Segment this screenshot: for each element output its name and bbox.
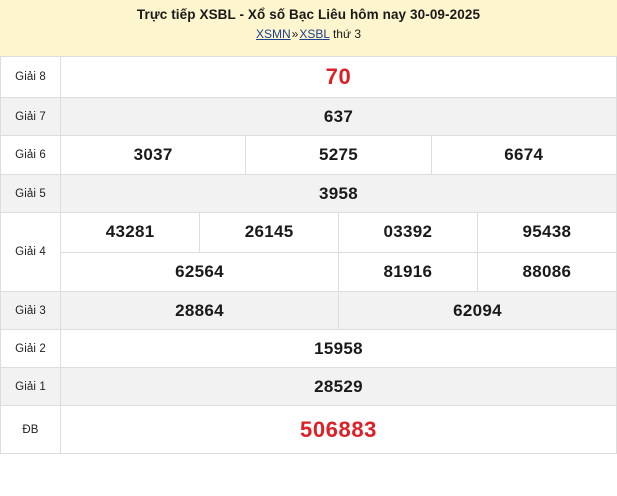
table-row-prize-6: Giải 6 3037 5275 6674 — [0, 135, 617, 175]
prize-value-4-6: 88086 — [476, 251, 616, 291]
prize-value-4-3: 95438 — [476, 213, 616, 253]
prize-4-subrow-1: 43281 26145 03392 95438 — [61, 213, 616, 253]
lottery-results-table: Giải 8 70 Giải 7 637 Giải 6 3037 5275 66… — [0, 56, 617, 454]
prize-value-2-0: 15958 — [60, 329, 617, 368]
prize-label-8: Giải 8 — [0, 56, 61, 98]
table-row-prize-1: Giải 1 28529 — [0, 367, 617, 406]
prize-value-4-2: 03392 — [338, 213, 478, 253]
breadcrumb-separator: » — [291, 27, 299, 41]
prize-label-4: Giải 4 — [0, 212, 61, 292]
prize-value-4-1: 26145 — [199, 213, 339, 253]
table-row-prize-3: Giải 3 28864 62094 — [0, 291, 617, 330]
prize-value-4-0: 43281 — [61, 213, 201, 253]
prize-value-6-1: 5275 — [245, 135, 432, 175]
prize-value-special-0: 506883 — [60, 405, 617, 454]
prize-value-7-0: 637 — [60, 97, 617, 136]
prize-label-1: Giải 1 — [0, 367, 61, 406]
prize-value-3-1: 62094 — [337, 291, 617, 330]
prize-4-subrow-2: 62564 81916 88086 — [61, 251, 616, 291]
table-row-prize-5: Giải 5 3958 — [0, 174, 617, 213]
prize-value-3-0: 28864 — [60, 291, 339, 330]
prize-value-8-0: 70 — [60, 56, 617, 98]
prize-value-5-0: 3958 — [60, 174, 617, 213]
breadcrumb-link-region[interactable]: XSMN — [255, 27, 291, 41]
breadcrumb: XSMN»XSBL thứ 3 — [0, 26, 617, 43]
table-row-prize-4: Giải 4 43281 26145 03392 95438 62564 819… — [0, 212, 617, 292]
prize-value-6-0: 3037 — [59, 135, 247, 175]
table-row-prize-8: Giải 8 70 — [0, 56, 617, 98]
prize-4-subtable: 43281 26145 03392 95438 62564 81916 8808… — [61, 213, 616, 291]
table-row-prize-special: ĐB 506883 — [0, 405, 617, 454]
prize-label-3: Giải 3 — [0, 291, 61, 330]
page-title: Trực tiếp XSBL - Xổ số Bạc Liêu hôm nay … — [136, 7, 481, 22]
prize-4-grid: 43281 26145 03392 95438 62564 81916 8808… — [60, 212, 617, 292]
prize-label-7: Giải 7 — [0, 97, 61, 136]
table-row-prize-7: Giải 7 637 — [0, 97, 617, 136]
prize-value-1-0: 28529 — [60, 367, 617, 406]
prize-value-4-5: 81916 — [338, 251, 478, 291]
breadcrumb-link-province[interactable]: XSBL — [299, 27, 330, 41]
prize-label-5: Giải 5 — [0, 174, 61, 213]
prize-label-2: Giải 2 — [0, 329, 61, 368]
page-header: Trực tiếp XSBL - Xổ số Bạc Liêu hôm nay … — [0, 0, 617, 56]
prize-value-6-2: 6674 — [430, 135, 617, 175]
table-row-prize-2: Giải 2 15958 — [0, 329, 617, 368]
breadcrumb-weekday: thứ 3 — [332, 27, 361, 41]
prize-value-4-4: 62564 — [61, 251, 339, 291]
prize-label-special: ĐB — [0, 405, 61, 454]
prize-label-6: Giải 6 — [0, 135, 61, 175]
